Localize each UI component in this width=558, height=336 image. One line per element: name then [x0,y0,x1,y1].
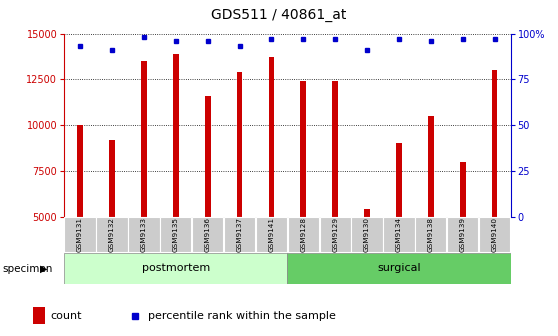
Bar [428,116,434,217]
Bar [287,253,511,284]
Bar [160,217,191,252]
Text: GSM9137: GSM9137 [237,217,243,252]
Bar [447,217,478,252]
Text: GSM9134: GSM9134 [396,217,402,252]
Bar [65,217,96,252]
Bar [415,217,446,252]
Bar [128,217,160,252]
Text: GSM9128: GSM9128 [300,217,306,252]
Text: GSM9139: GSM9139 [460,217,466,252]
Bar [173,54,179,217]
Text: GDS511 / 40861_at: GDS511 / 40861_at [211,8,347,23]
Text: postmortem: postmortem [142,263,210,273]
Text: GSM9132: GSM9132 [109,217,115,252]
Bar [333,81,338,217]
Bar [192,217,223,252]
Bar [479,217,510,252]
Bar [300,81,306,217]
Bar [109,140,115,217]
Text: GSM9133: GSM9133 [141,217,147,252]
Bar [383,217,415,252]
Bar [364,209,370,217]
Text: GSM9138: GSM9138 [428,217,434,252]
Bar [224,217,255,252]
Bar [32,307,45,324]
Bar [205,96,210,217]
Text: ▶: ▶ [40,264,47,274]
Text: GSM9135: GSM9135 [173,217,179,252]
Text: count: count [51,311,82,321]
Bar [141,61,147,217]
Bar [396,143,402,217]
Bar [77,125,83,217]
Text: percentile rank within the sample: percentile rank within the sample [148,311,336,321]
Bar [97,217,128,252]
Bar [268,57,275,217]
Text: GSM9140: GSM9140 [492,217,498,252]
Bar [460,162,465,217]
Text: GSM9136: GSM9136 [205,217,211,252]
Bar [288,217,319,252]
Bar [352,217,383,252]
Bar [492,70,498,217]
Bar [237,72,242,217]
Bar [256,217,287,252]
Text: surgical: surgical [377,263,421,273]
Text: GSM9129: GSM9129 [332,217,338,252]
Text: specimen: specimen [3,264,53,274]
Text: GSM9141: GSM9141 [268,217,275,252]
Text: GSM9130: GSM9130 [364,217,370,252]
Bar [320,217,351,252]
Bar [64,253,287,284]
Text: GSM9131: GSM9131 [77,217,83,252]
